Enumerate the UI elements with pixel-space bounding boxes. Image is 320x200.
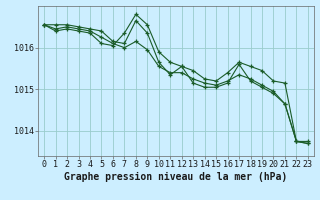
X-axis label: Graphe pression niveau de la mer (hPa): Graphe pression niveau de la mer (hPa) xyxy=(64,172,288,182)
